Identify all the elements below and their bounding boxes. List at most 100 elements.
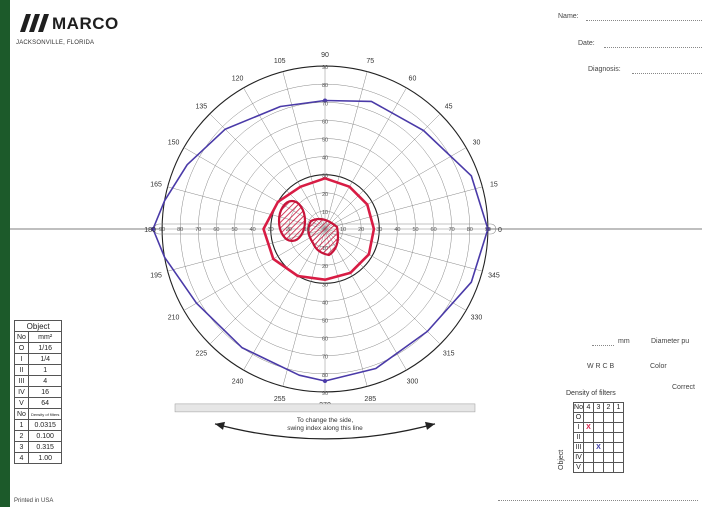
- meridian-label-255: 255: [274, 396, 286, 403]
- density-grid-header-cell: 1: [613, 402, 624, 413]
- ring-label-10: 10: [322, 210, 328, 216]
- density-grid-cell[interactable]: [603, 412, 614, 423]
- object-row: I 1/4: [14, 353, 63, 365]
- density-grid-cell[interactable]: [593, 422, 604, 433]
- density-grid-cell[interactable]: [603, 442, 614, 453]
- density-grid-cell[interactable]: [613, 452, 624, 463]
- ring-label-10: 10: [340, 227, 346, 233]
- ring-label-80: 80: [467, 227, 473, 233]
- color-label: Color: [650, 363, 667, 370]
- density-grid-row-label: I: [573, 422, 584, 433]
- meridian-label-165: 165: [150, 182, 162, 189]
- density-grid-cell[interactable]: [603, 452, 614, 463]
- density-grid-cell[interactable]: [613, 442, 624, 453]
- object-col-mm: mm²: [27, 331, 63, 343]
- density-grid-cell[interactable]: [583, 442, 594, 453]
- meridian-label-345: 345: [488, 272, 500, 279]
- ring-label-60: 60: [213, 227, 219, 233]
- density-grid-cell[interactable]: [603, 432, 614, 443]
- object-size-table: Object No mm² O 1/16 I 1/4 II 1 III 4 IV 16 V 64 No D…: [13, 320, 63, 464]
- density-grid-cell[interactable]: [603, 462, 614, 473]
- mm-label: mm: [618, 338, 630, 345]
- printed-in-usa: Printed in USA: [14, 498, 54, 504]
- density-grid-cell[interactable]: [613, 412, 624, 423]
- density-grid-row-label: V: [573, 462, 584, 473]
- meridian-120: [243, 87, 326, 230]
- object-table-title: Object: [13, 320, 63, 332]
- density-mark[interactable]: X: [583, 422, 594, 433]
- density-grid-cell[interactable]: [613, 462, 624, 473]
- diagnosis-field[interactable]: [632, 73, 702, 74]
- ring-label-90: 90: [322, 391, 328, 397]
- density-grid-row: V: [573, 462, 624, 473]
- ring-label-50: 50: [322, 138, 328, 144]
- grid-labels: 0 15 30 45 60 75 90 105 120 135 150 165 180 195 210 225…: [144, 52, 502, 440]
- object-row: O 1/16: [14, 342, 63, 354]
- density-col-no: No: [14, 408, 29, 420]
- density-filters-grid: No 4 3 2 1 O I X II III X IV V: [573, 402, 624, 473]
- density-row: 2 0.100: [14, 430, 63, 442]
- density-number: 2: [14, 430, 29, 442]
- density-grid-header-cell: 2: [603, 402, 614, 413]
- footer-line: [498, 500, 698, 501]
- meridian-label-120: 120: [232, 76, 244, 83]
- diameter-label: Diameter pu: [651, 338, 690, 345]
- diameter-field[interactable]: [592, 345, 614, 346]
- meridian-60: [324, 87, 407, 230]
- name-field[interactable]: [586, 20, 702, 21]
- date-label: Date:: [578, 40, 595, 47]
- object-number: II: [14, 364, 29, 376]
- density-grid-cell[interactable]: [583, 452, 594, 463]
- meridian-label-105: 105: [274, 58, 286, 65]
- density-grid-cell[interactable]: [583, 412, 594, 423]
- density-number: 3: [14, 441, 29, 453]
- ring-label-90: 90: [159, 227, 165, 233]
- density-grid-cell[interactable]: [593, 462, 604, 473]
- object-vertical-label: Object: [558, 449, 565, 470]
- ring-label-20: 20: [358, 227, 364, 233]
- object-col-no: No: [14, 331, 29, 343]
- meridian-135: [209, 113, 326, 230]
- meridian-label-150: 150: [168, 140, 180, 147]
- swing-arc: [214, 423, 436, 440]
- density-grid-header-cell: No: [573, 402, 584, 413]
- density-grid-cell[interactable]: [583, 462, 594, 473]
- ring-label-30: 30: [322, 282, 328, 288]
- ring-label-50: 50: [322, 319, 328, 325]
- meridian-210: [183, 228, 326, 311]
- object-row: V 64: [14, 397, 63, 409]
- brand-location: JACKSONVILLE, FLORIDA: [16, 40, 95, 46]
- ring-label-80: 80: [177, 227, 183, 233]
- density-grid-cell[interactable]: [613, 422, 624, 433]
- arrow-left-icon: [215, 421, 225, 430]
- density-grid-row-label: O: [573, 412, 584, 423]
- density-grid-header: No 4 3 2 1: [573, 402, 624, 413]
- meridian-label-15: 15: [490, 182, 498, 189]
- date-field[interactable]: [604, 47, 702, 48]
- isopter-point: [323, 379, 327, 384]
- ring-label-80: 80: [322, 373, 328, 379]
- brand-name: MARCO: [52, 14, 119, 33]
- object-size: 1/4: [27, 353, 63, 365]
- ring-label-60: 60: [431, 227, 437, 233]
- meridian-label-45: 45: [445, 103, 453, 110]
- density-number: 1: [14, 419, 29, 431]
- object-number: IV: [14, 386, 29, 398]
- density-grid-cell[interactable]: [603, 422, 614, 433]
- density-grid-cell[interactable]: [593, 412, 604, 423]
- density-grid-cell[interactable]: [593, 432, 604, 443]
- density-grid-cell[interactable]: [593, 452, 604, 463]
- density-grid-row: II: [573, 432, 624, 443]
- density-grid-cell[interactable]: [583, 432, 594, 443]
- density-row: 1 0.0315: [14, 419, 63, 431]
- ring-label-10: 10: [322, 246, 328, 252]
- object-row: III 4: [14, 375, 63, 387]
- density-grid-row: O: [573, 412, 624, 423]
- density-mark[interactable]: X: [593, 442, 604, 453]
- ring-label-90: 90: [322, 65, 328, 71]
- density-grid-cell[interactable]: [613, 432, 624, 443]
- ring-label-20: 20: [322, 192, 328, 198]
- name-label: Name:: [558, 13, 579, 20]
- correction-label: Correct: [672, 384, 695, 391]
- density-number: 4: [14, 452, 29, 464]
